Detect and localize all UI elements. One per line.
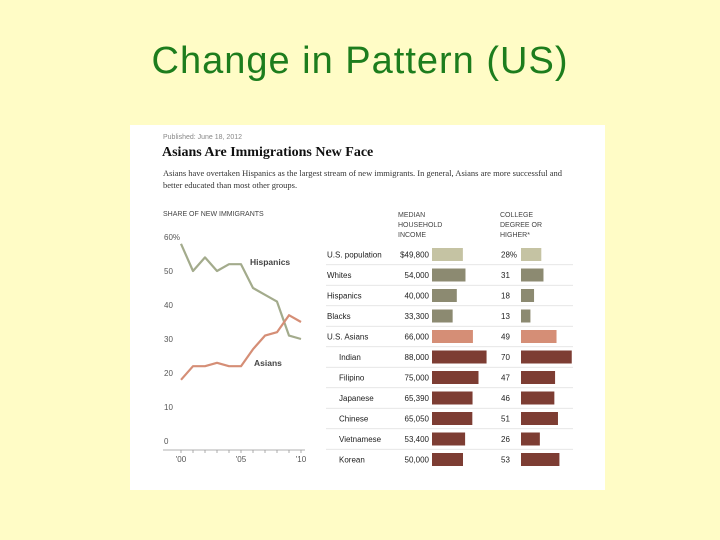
college-label: 47 <box>501 374 510 383</box>
income-bar <box>432 371 479 384</box>
income-label: 33,300 <box>405 312 430 321</box>
chart-canvas: 60% 50 40 30 20 10 0 '00 '05 '10 Hispanics Asians U.… <box>163 233 573 466</box>
college-bar <box>521 432 540 446</box>
x-tick-label: '00 <box>176 455 187 464</box>
income-bar <box>432 289 457 302</box>
income-bar <box>432 391 473 405</box>
series-line-asians <box>180 314 302 381</box>
college-label: 53 <box>501 456 510 465</box>
college-label: 28% <box>501 251 517 260</box>
income-header: MEDIAN HOUSEHOLD INCOME <box>398 212 443 239</box>
row-label: Korean <box>339 456 365 465</box>
college-bar <box>521 289 535 302</box>
college-bar <box>521 371 556 384</box>
income-bar <box>432 432 466 446</box>
college-bar <box>521 350 572 364</box>
college-label: 18 <box>501 292 510 301</box>
published-date: Published: June 18, 2012 <box>163 134 243 141</box>
college-bar <box>521 412 558 425</box>
row-label: Hispanics <box>327 292 362 301</box>
row-label: Japanese <box>339 394 374 403</box>
line-chart-title: SHARE OF NEW IMMIGRANTS <box>163 211 264 218</box>
chart-figure: Published: June 18, 2012 Asians Are Immi… <box>130 125 605 490</box>
income-bar <box>432 309 453 323</box>
income-label: 53,400 <box>405 435 430 444</box>
college-label: 49 <box>501 333 510 342</box>
college-bar <box>521 309 531 323</box>
college-header: COLLEGE DEGREE OR HIGHER* <box>500 212 543 239</box>
series-line-hispanics <box>179 243 302 341</box>
college-label: 46 <box>501 394 510 403</box>
college-label: 31 <box>501 271 510 280</box>
college-label: 51 <box>501 415 510 424</box>
row-label: Filipino <box>339 374 365 383</box>
y-tick-label: 60% <box>164 233 180 242</box>
college-bar <box>521 453 560 466</box>
income-bar <box>432 412 473 425</box>
series-label: Hispanics <box>250 257 290 267</box>
college-label: 13 <box>501 312 510 321</box>
series-label: Asians <box>254 358 282 368</box>
college-bar <box>521 268 544 282</box>
chart-headline: Asians Are Immigrations New Face <box>162 145 374 160</box>
y-tick-label: 0 <box>164 437 169 446</box>
income-label: 50,000 <box>405 456 430 465</box>
income-label: $49,800 <box>400 251 429 260</box>
row-label: U.S. population <box>327 251 382 260</box>
y-tick-label: 50 <box>164 267 173 276</box>
college-bar <box>521 248 542 261</box>
row-label: Indian <box>339 353 361 362</box>
income-bar <box>432 248 463 261</box>
income-label: 66,000 <box>405 333 430 342</box>
y-tick-label: 20 <box>164 369 173 378</box>
college-bar <box>521 391 555 405</box>
income-label: 65,390 <box>405 394 430 403</box>
slide-title: Change in Pattern (US) <box>151 40 569 82</box>
row-label: Blacks <box>327 312 351 321</box>
x-tick-label: '05 <box>236 455 247 464</box>
x-tick-label: '10 <box>296 455 307 464</box>
income-bar <box>432 453 463 466</box>
income-label: 65,050 <box>405 415 430 424</box>
y-tick-label: 30 <box>164 335 173 344</box>
row-label: Vietnamese <box>339 435 382 444</box>
y-tick-label: 10 <box>164 403 173 412</box>
row-label: U.S. Asians <box>327 333 368 342</box>
income-label: 75,000 <box>405 374 430 383</box>
row-label: Chinese <box>339 415 369 424</box>
college-label: 70 <box>501 353 510 362</box>
income-bar <box>432 268 466 282</box>
chart-deck: Asians have overtaken Hispanics as the l… <box>163 168 562 190</box>
income-bar <box>432 330 473 343</box>
row-label: Whites <box>327 271 351 280</box>
income-bar <box>432 350 487 364</box>
income-label: 88,000 <box>405 353 430 362</box>
college-label: 26 <box>501 435 510 444</box>
income-label: 40,000 <box>405 292 430 301</box>
income-label: 54,000 <box>405 271 430 280</box>
college-bar <box>521 330 557 343</box>
y-tick-label: 40 <box>164 301 173 310</box>
